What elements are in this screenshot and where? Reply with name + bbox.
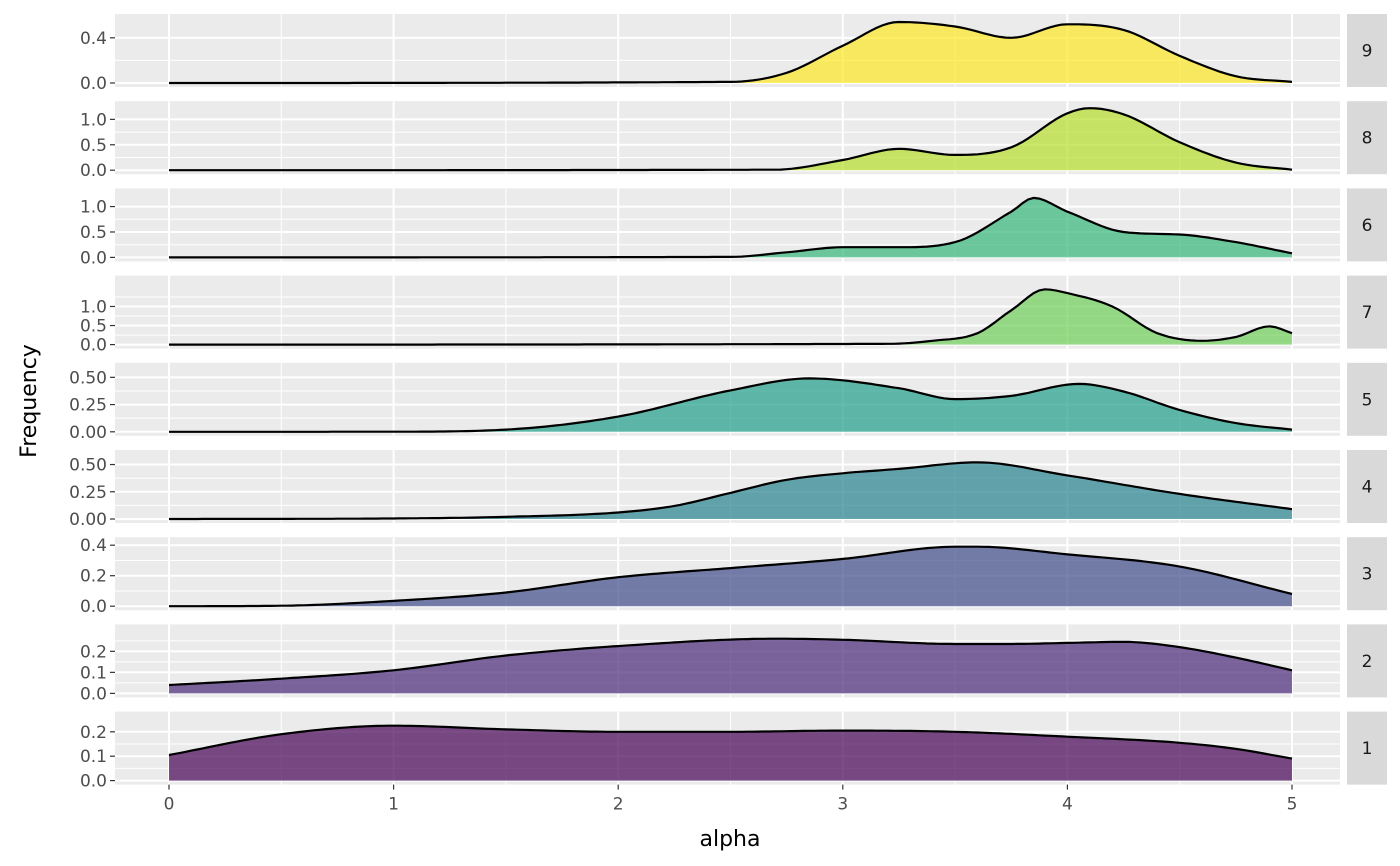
x-axis: 0 1 2 3 4 5 [164, 784, 1298, 815]
facet-strip [1347, 624, 1387, 698]
facet-strip-label: 8 [1362, 129, 1373, 149]
facet-strip-label: 5 [1362, 390, 1373, 410]
facet-strip [1347, 711, 1387, 785]
facet-strip [1347, 275, 1387, 349]
density-line-7 [169, 288, 1293, 346]
x-axis-title: alpha [700, 827, 761, 852]
x-tick-label: 4 [1062, 795, 1073, 815]
density-area-4 [169, 462, 1292, 519]
x-tick-label: 0 [164, 795, 175, 815]
facet-panel-8: 0.0 0.5 1.0 8 [80, 101, 1387, 181]
y-tick-label: 0.2 [80, 567, 107, 587]
y-tick-label: 0.2 [80, 723, 107, 743]
y-tick-label: 0.5 [80, 317, 107, 337]
facet-strip-label: 7 [1362, 303, 1373, 323]
y-tick-label: 0.25 [69, 483, 107, 503]
y-tick-label: 0.25 [69, 396, 107, 416]
y-tick-label: 0.1 [80, 663, 107, 683]
density-area-3 [169, 546, 1292, 607]
y-tick-label: 0.4 [80, 29, 107, 49]
y-tick-label: 0.2 [80, 642, 107, 662]
y-tick-label: 0.4 [80, 536, 107, 556]
y-tick-label: 0.0 [80, 597, 107, 617]
y-tick-label: 0.5 [80, 136, 107, 156]
facet-strip-label: 4 [1362, 478, 1373, 498]
density-area-2 [169, 638, 1292, 694]
density-line-1 [168, 724, 1293, 760]
y-axis-title: Frequency [17, 344, 42, 458]
y-tick-label: 0.5 [80, 223, 107, 243]
density-line-9 [169, 20, 1293, 85]
facet-strip [1347, 450, 1387, 523]
density-line-6 [169, 196, 1293, 259]
y-tick-label: 0.0 [80, 161, 107, 181]
y-tick-label: 0.1 [80, 747, 107, 767]
x-tick-label: 3 [837, 795, 848, 815]
density-area-8 [169, 108, 1292, 171]
facet-panel-7: 0.00.51.0 7 [80, 275, 1387, 356]
density-area-9 [169, 22, 1292, 83]
y-tick-label: 0.50 [69, 456, 107, 476]
y-tick-label: 0.0 [80, 772, 107, 792]
y-tick-label: 0.0 [80, 336, 107, 356]
facet-strip [1347, 362, 1387, 436]
x-tick-label: 1 [388, 795, 399, 815]
density-line-5 [169, 377, 1293, 433]
facet-strip-label: 2 [1362, 652, 1373, 672]
x-tick-label: 2 [613, 795, 624, 815]
y-tick-label: 0.50 [69, 368, 107, 388]
facet-strip-label: 3 [1362, 565, 1373, 585]
y-tick-label: 1.0 [80, 198, 107, 218]
facet-strip [1347, 537, 1387, 611]
y-tick-label: 1.0 [80, 297, 107, 317]
x-tick-label: 5 [1287, 795, 1298, 815]
facet-strip-label: 6 [1362, 216, 1373, 236]
facet-strip-label: 9 [1362, 42, 1373, 62]
y-tick-label: 0.0 [80, 248, 107, 268]
facet-strip-label: 1 [1362, 739, 1373, 759]
y-tick-label: 0.00 [69, 423, 107, 443]
facet-panel-9: 0.0 0.4 9 [80, 14, 1387, 94]
density-area-5 [169, 378, 1292, 432]
facet-panel-5: 0.00 0.25 0.50 5 [69, 362, 1387, 443]
facet-panel-3: 0.0 0.2 0.4 3 [80, 536, 1387, 617]
y-tick-label: 0.00 [69, 510, 107, 530]
facet-strip [1347, 101, 1387, 175]
panels-layer: 0.00.490.00.51.080.00.51.060.00.51.0 70.0… [69, 14, 1387, 792]
facet-panel-2: 0.00.10.2 2 [80, 624, 1387, 704]
density-line-3 [169, 545, 1293, 608]
density-line-4 [169, 461, 1293, 521]
facet-panel-4: 0.00 0.25 0.50 4 [69, 450, 1387, 530]
density-line-8 [169, 107, 1293, 172]
facet-panel-1: 0.0 0.1 0.2 1 [80, 711, 1387, 792]
y-tick-label: 1.0 [80, 110, 107, 130]
density-area-7 [169, 289, 1292, 345]
facet-strip [1347, 14, 1387, 87]
facet-panel-6: 0.0 0.5 1.0 6 [80, 188, 1387, 268]
density-line-2 [168, 637, 1293, 687]
facet-strip [1347, 188, 1387, 262]
y-tick-label: 0.0 [80, 684, 107, 704]
density-area-1 [169, 725, 1292, 781]
y-tick-label: 0.0 [80, 74, 107, 94]
